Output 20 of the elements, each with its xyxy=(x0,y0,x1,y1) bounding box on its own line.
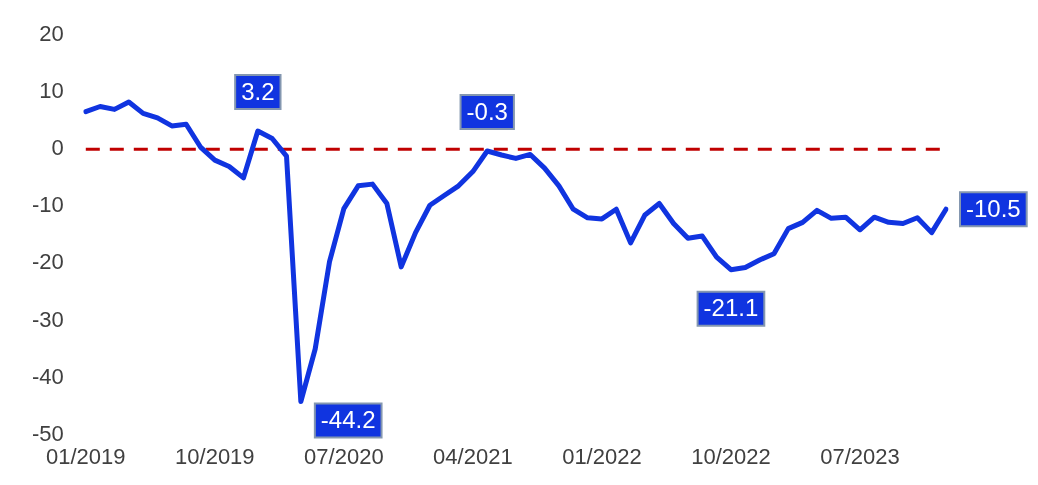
x-tick-label: 04/2021 xyxy=(433,443,513,469)
x-tick-label: 10/2019 xyxy=(175,443,255,469)
y-tick-label: -40 xyxy=(32,363,64,389)
data-label: -21.1 xyxy=(703,294,759,322)
y-tick-label: -20 xyxy=(32,249,64,275)
data-label: 3.2 xyxy=(241,77,275,105)
x-tick-label: 10/2022 xyxy=(691,443,771,469)
y-tick-label: -50 xyxy=(32,420,64,446)
y-tick-label: -30 xyxy=(32,306,64,332)
y-tick-label: 20 xyxy=(39,21,64,47)
y-tick-label: 10 xyxy=(39,78,64,104)
x-tick-label: 01/2022 xyxy=(562,443,642,469)
x-tick-label: 07/2020 xyxy=(304,443,384,469)
x-tick-label: 01/2019 xyxy=(46,443,126,469)
y-tick-label: 0 xyxy=(51,135,64,161)
x-tick-label: 07/2023 xyxy=(820,443,900,469)
y-tick-label: -10 xyxy=(32,192,64,218)
data-label: -10.5 xyxy=(966,194,1021,222)
data-label: -44.2 xyxy=(320,406,376,434)
data-label: -0.3 xyxy=(466,97,508,125)
